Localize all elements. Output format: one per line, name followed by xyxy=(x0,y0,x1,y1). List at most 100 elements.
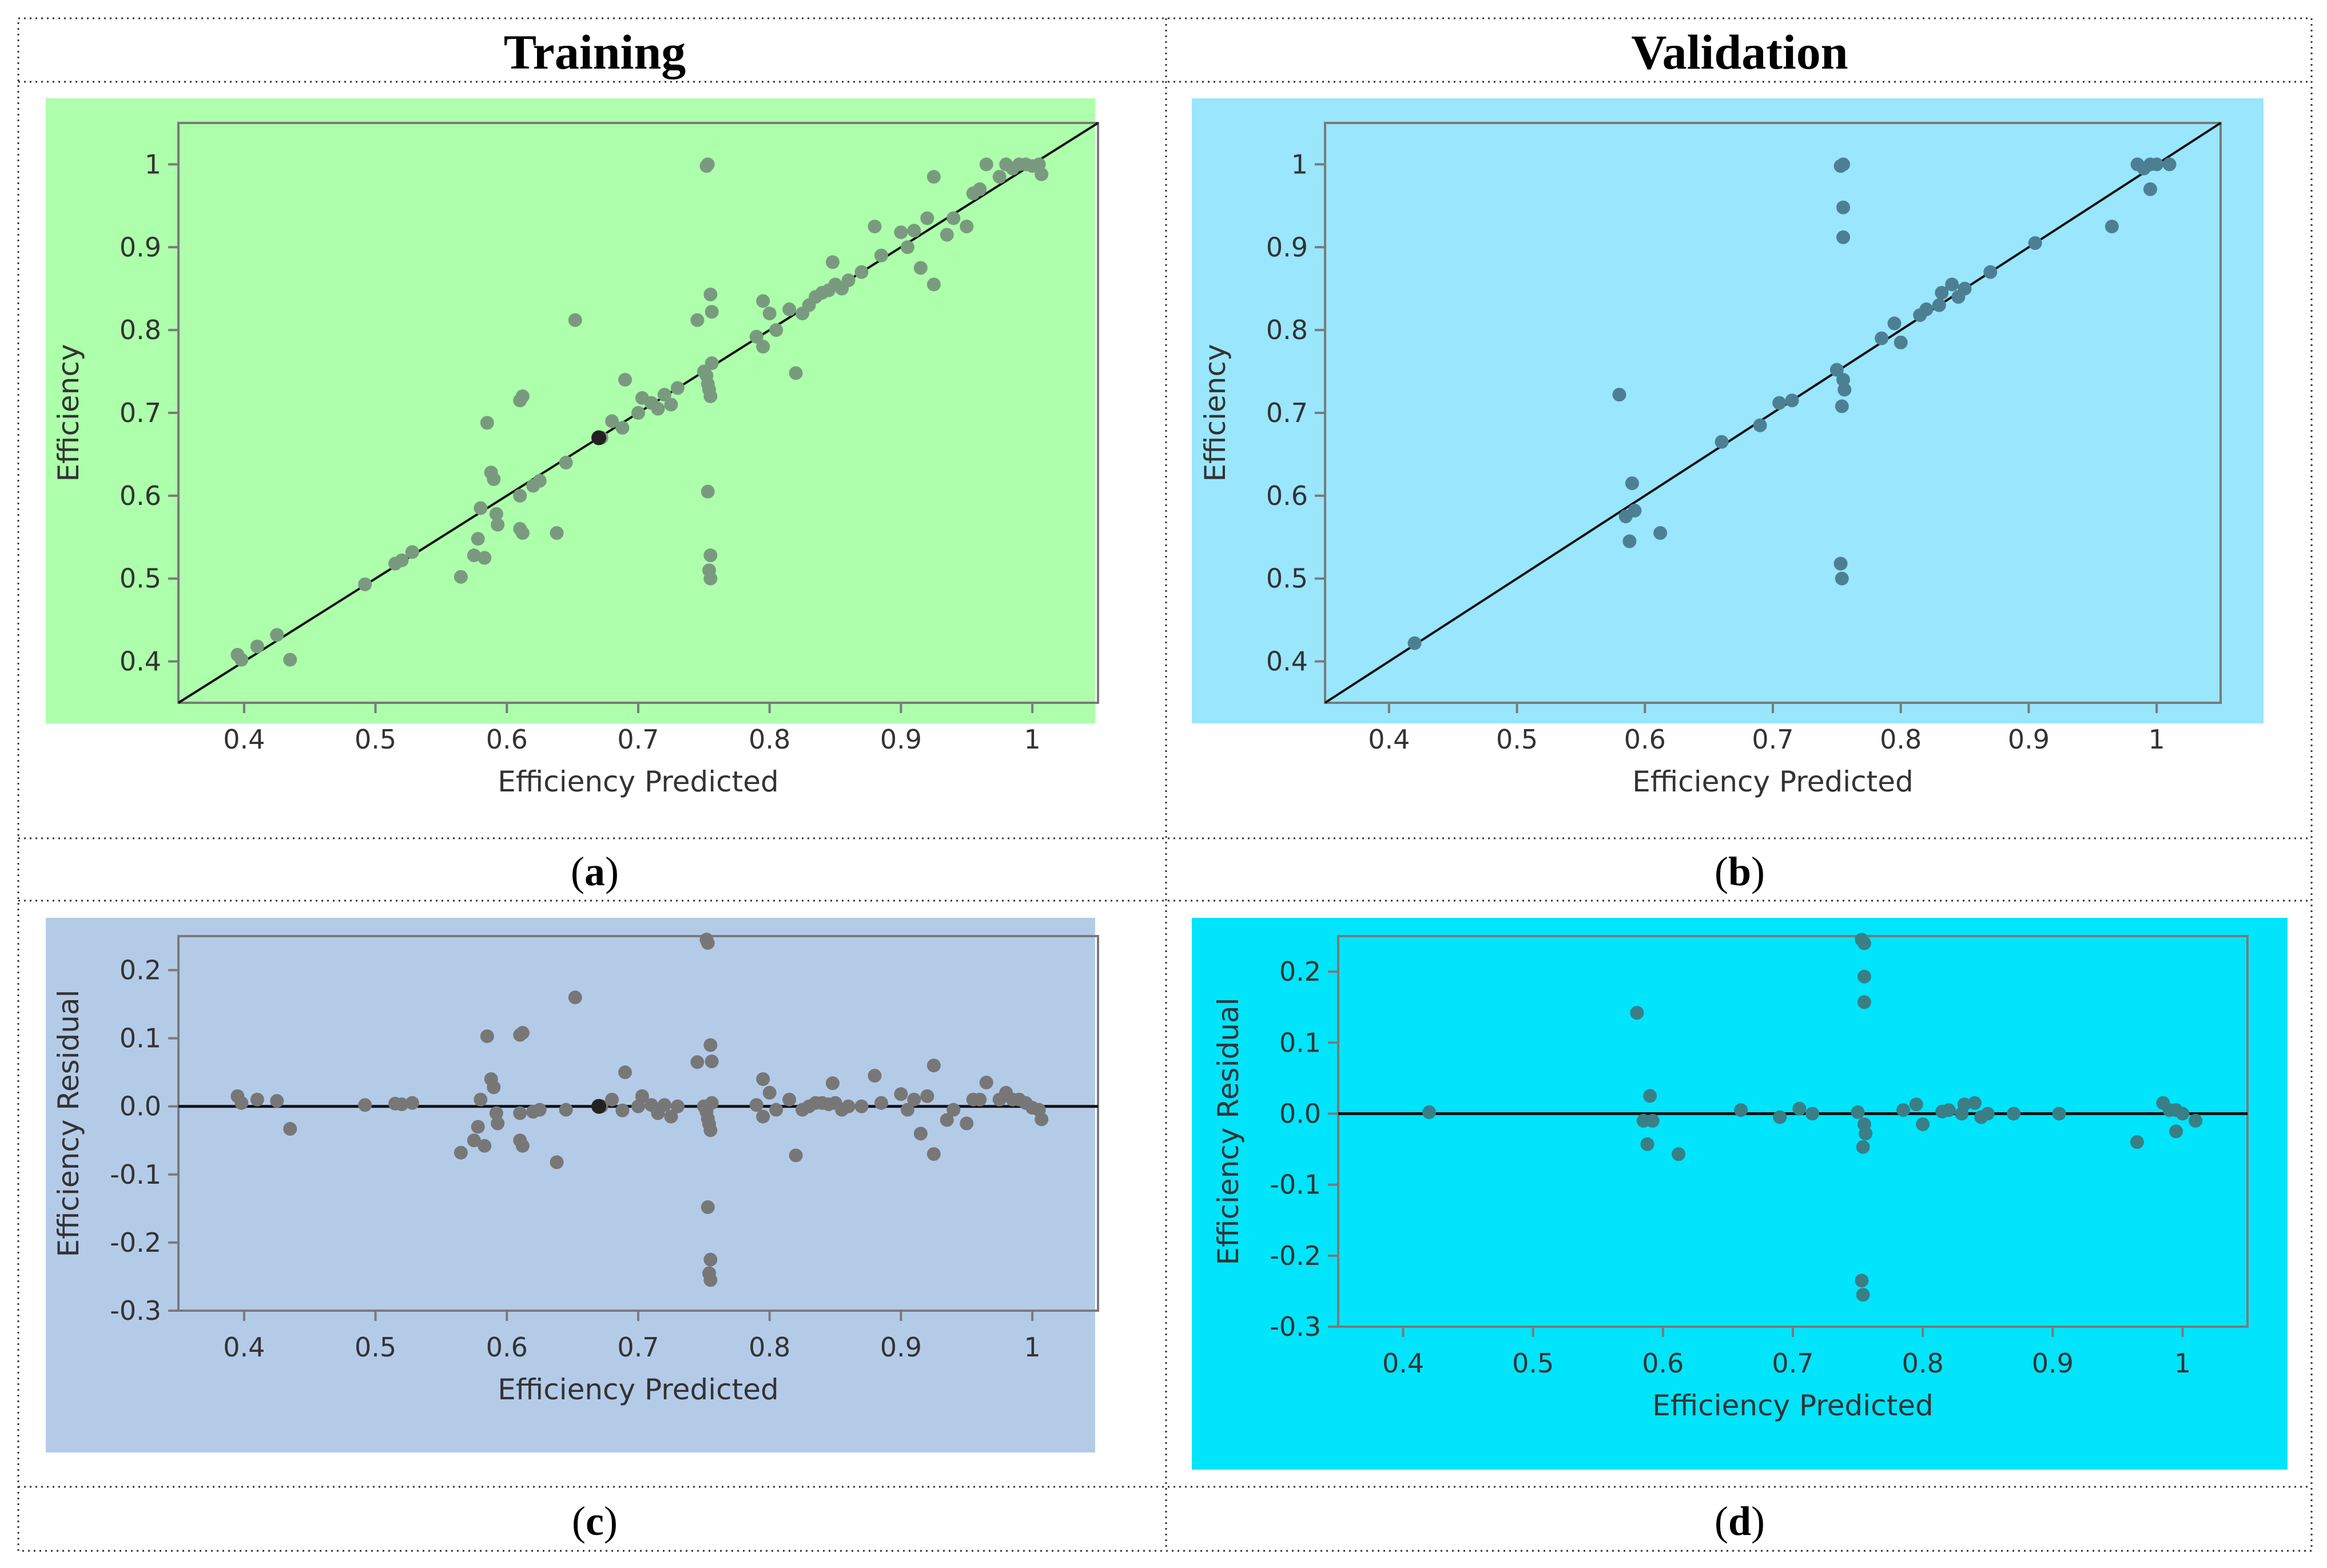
data-point xyxy=(487,472,501,486)
data-point xyxy=(1836,200,1851,214)
y-tick-label: 0.5 xyxy=(120,563,161,594)
data-point xyxy=(405,1096,419,1110)
data-point xyxy=(756,294,770,308)
data-point xyxy=(2130,1135,2144,1149)
data-point xyxy=(1958,281,1972,296)
data-point xyxy=(1932,298,1946,312)
data-point xyxy=(926,277,941,292)
data-point xyxy=(454,1145,468,1160)
data-point xyxy=(250,1092,264,1107)
data-point xyxy=(940,228,954,242)
header-training: Training xyxy=(504,25,686,79)
data-point xyxy=(532,473,547,488)
y-tick-label: 0.0 xyxy=(120,1091,161,1122)
data-point xyxy=(1833,556,1848,571)
data-point xyxy=(270,1094,284,1108)
y-tick-label: 0.1 xyxy=(1279,1027,1321,1058)
data-point xyxy=(705,1096,719,1110)
data-point xyxy=(920,211,934,225)
chart-b: 0.4 0.5 0.6 0.7 0.8 0.9 1 0.4 0.5 0.6 0.7 0.8 0.9 1 Ef… xyxy=(1192,98,2264,798)
data-point xyxy=(1643,1089,1657,1103)
data-point xyxy=(471,1120,485,1134)
data-point xyxy=(1942,1103,1956,1117)
data-point xyxy=(979,1076,993,1090)
data-point xyxy=(894,225,908,240)
data-point xyxy=(868,220,882,234)
data-point xyxy=(703,389,718,404)
data-point xyxy=(1753,418,1767,432)
x-axis-label: Efficiency Predicted xyxy=(498,1373,778,1406)
data-point xyxy=(1829,363,1844,377)
data-point xyxy=(550,526,564,540)
data-point xyxy=(756,340,770,354)
x-tick-label: 0.7 xyxy=(1772,1348,1813,1379)
x-tick-label: 0.5 xyxy=(355,724,396,755)
data-point xyxy=(703,1038,718,1052)
x-tick-label: 1 xyxy=(2174,1348,2191,1379)
data-point xyxy=(946,1103,961,1117)
data-point xyxy=(1894,335,1908,349)
data-point xyxy=(568,990,582,1005)
charts-layer: 0.4 0.5 0.6 0.7 0.8 0.9 1 0.4 0.5 0.6 0.7 0.8 0.9 1 Ef… xyxy=(46,98,2288,1470)
data-point xyxy=(1785,393,1799,408)
data-point xyxy=(1980,1107,1995,1121)
y-tick-label: 0.2 xyxy=(1279,956,1321,987)
x-tick-label: 1 xyxy=(1024,724,1041,755)
data-point xyxy=(1857,969,1871,984)
data-point xyxy=(491,518,505,532)
x-tick-label: 0.7 xyxy=(617,724,659,755)
data-point xyxy=(703,548,718,563)
data-point xyxy=(471,532,485,546)
data-point xyxy=(651,401,665,416)
data-point xyxy=(2189,1113,2203,1128)
data-point xyxy=(234,1096,249,1110)
data-point xyxy=(1875,331,1889,345)
caption-a: (a) xyxy=(571,849,619,894)
data-point xyxy=(1715,435,1729,449)
data-point xyxy=(2162,157,2177,172)
data-point xyxy=(900,240,914,254)
data-point xyxy=(605,414,619,428)
data-point xyxy=(234,652,249,667)
data-point xyxy=(913,1127,928,1141)
x-tick-label: 0.8 xyxy=(1880,724,1922,755)
data-point xyxy=(1909,1097,1923,1112)
x-tick-label: 0.8 xyxy=(749,724,790,755)
x-tick-label: 0.6 xyxy=(1642,1348,1684,1379)
y-axis-label: Efficiency Residual xyxy=(1212,998,1245,1265)
y-tick-label: -0.2 xyxy=(1270,1240,1321,1271)
data-point xyxy=(615,1103,630,1117)
data-point xyxy=(874,1096,888,1110)
data-point xyxy=(769,323,783,337)
data-point xyxy=(825,1076,840,1091)
data-point xyxy=(454,570,468,584)
y-tick-label: 0.6 xyxy=(120,480,161,511)
y-tick-label: 0.7 xyxy=(1266,397,1308,428)
y-tick-label: -0.3 xyxy=(1270,1311,1321,1342)
data-point xyxy=(550,1155,564,1169)
x-tick-label: 0.9 xyxy=(2032,1348,2074,1379)
x-tick-label: 0.4 xyxy=(1382,1348,1424,1379)
data-point xyxy=(1836,157,1851,172)
y-tick-label: -0.1 xyxy=(1270,1169,1321,1200)
chart-d: 0.4 0.5 0.6 0.7 0.8 0.9 1 -0.3 -0.2 -0.1 0.0 0.1 0.2… xyxy=(1192,918,2288,1470)
data-point xyxy=(946,211,961,225)
y-tick-label: 0.4 xyxy=(120,646,161,677)
y-axis-label: Efficiency xyxy=(1199,344,1232,482)
data-point xyxy=(664,397,678,412)
data-point xyxy=(2028,236,2042,250)
data-point xyxy=(960,1116,974,1131)
data-point xyxy=(701,157,715,172)
data-point xyxy=(1625,476,1639,491)
y-tick-label: 0.9 xyxy=(120,232,161,262)
data-point xyxy=(782,1092,797,1107)
data-point xyxy=(703,1252,718,1267)
data-point xyxy=(474,501,488,515)
data-point xyxy=(2105,220,2119,234)
y-tick-label: 0.9 xyxy=(1266,232,1308,262)
data-point xyxy=(467,1133,481,1148)
data-point xyxy=(1836,230,1851,244)
chart-d-background xyxy=(1192,918,2288,1470)
data-point xyxy=(480,416,494,430)
